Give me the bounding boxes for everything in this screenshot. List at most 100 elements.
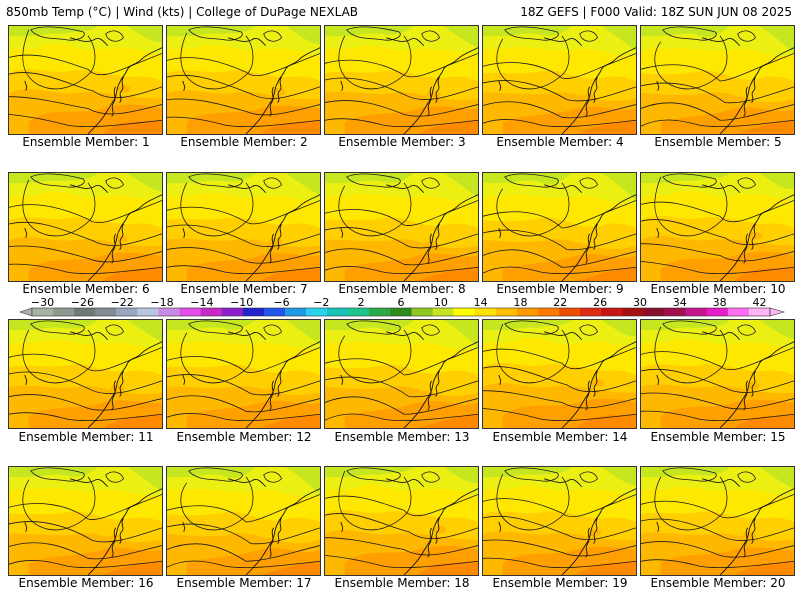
colorbar-swatch	[516, 308, 539, 316]
ensemble-member-label: Ensemble Member: 1	[22, 135, 150, 149]
ensemble-map-3	[324, 25, 479, 135]
colorbar-swatch	[95, 308, 117, 316]
ensemble-map-10	[640, 172, 795, 282]
ensemble-member-label: Ensemble Member: 2	[180, 135, 308, 149]
colorbar-tick-label: −26	[71, 297, 94, 309]
colorbar-tick-label: 30	[633, 297, 647, 309]
colorbar-swatch	[453, 308, 476, 316]
colorbar-swatch	[685, 308, 708, 316]
colorbar-swatch	[53, 308, 75, 316]
colorbar-right-arrow	[769, 307, 786, 317]
colorbar-swatch	[200, 308, 223, 316]
ensemble-map-4	[482, 25, 637, 135]
ensemble-member-label: Ensemble Member: 14	[492, 430, 628, 444]
colorbar-swatch	[580, 308, 602, 316]
colorbar-swatch	[158, 308, 180, 316]
colorbar-swatch	[285, 308, 307, 316]
colorbar-swatch	[748, 308, 771, 316]
colorbar-swatch	[727, 308, 750, 316]
colorbar-swatch	[306, 308, 328, 316]
colorbar-swatch	[74, 308, 96, 316]
colorbar-tick-label: 18	[513, 297, 527, 309]
colorbar-tick-label: 42	[752, 297, 766, 309]
colorbar-tick-label: 26	[593, 297, 607, 309]
ensemble-member-label: Ensemble Member: 6	[22, 282, 150, 296]
ensemble-map-1	[8, 25, 163, 135]
colorbar-tick-label: 38	[713, 297, 727, 309]
colorbar-swatch	[116, 308, 138, 316]
ensemble-map-12	[166, 319, 321, 429]
ensemble-map-16	[8, 466, 163, 576]
colorbar-swatch	[348, 308, 370, 316]
ensemble-map-13	[324, 319, 479, 429]
colorbar-swatch	[137, 308, 159, 316]
colorbar-tick-label: −30	[31, 297, 54, 309]
header-title: 850mb Temp (°C) | Wind (kts) | College o…	[6, 5, 359, 19]
colorbar-swatch	[432, 308, 455, 316]
ensemble-map-7	[166, 172, 321, 282]
colorbar-swatch	[221, 308, 244, 316]
ensemble-member-label: Ensemble Member: 16	[18, 576, 154, 590]
colorbar-tick-label: 6	[398, 297, 405, 309]
ensemble-map-6	[8, 172, 163, 282]
colorbar-swatch	[32, 308, 54, 316]
colorbar-left-arrow	[19, 307, 33, 317]
ensemble-member-label: Ensemble Member: 19	[492, 576, 628, 590]
ensemble-map-11	[8, 319, 163, 429]
ensemble-member-label: Ensemble Member: 10	[650, 282, 786, 296]
colorbar-swatch	[706, 308, 729, 316]
ensemble-map-15	[640, 319, 795, 429]
ensemble-member-label: Ensemble Member: 18	[334, 576, 470, 590]
ensemble-member-label: Ensemble Member: 11	[18, 430, 154, 444]
ensemble-member-label: Ensemble Member: 9	[496, 282, 624, 296]
ensemble-member-label: Ensemble Member: 4	[496, 135, 624, 149]
colorbar-swatch	[474, 308, 497, 316]
ensemble-member-label: Ensemble Member: 15	[650, 430, 786, 444]
colorbar-tick-label: −22	[111, 297, 134, 309]
header-valid-time: 18Z GEFS | F000 Valid: 18Z SUN JUN 08 20…	[520, 5, 792, 19]
colorbar-tick-label: −14	[190, 297, 213, 309]
colorbar-tick-label: 14	[474, 297, 488, 309]
colorbar-swatch	[538, 308, 560, 316]
ensemble-map-19	[482, 466, 637, 576]
ensemble-map-2	[166, 25, 321, 135]
colorbar-tick-label: 10	[434, 297, 448, 309]
ensemble-map-8	[324, 172, 479, 282]
ensemble-map-9	[482, 172, 637, 282]
colorbar-tick-label: −10	[230, 297, 253, 309]
ensemble-member-label: Ensemble Member: 7	[180, 282, 308, 296]
temperature-colorbar: −30 −26 −22 −18 −14 −10 −6 −2 2 6 10 14 18 22 26 30 34 38…	[18, 297, 786, 319]
ensemble-member-label: Ensemble Member: 20	[650, 576, 786, 590]
colorbar-swatch	[622, 308, 644, 316]
ensemble-map-5	[640, 25, 795, 135]
colorbar-swatch	[643, 308, 665, 316]
ensemble-member-label: Ensemble Member: 12	[176, 430, 312, 444]
ensemble-map-18	[324, 466, 479, 576]
ensemble-map-17	[166, 466, 321, 576]
colorbar-outline	[31, 307, 771, 317]
colorbar-swatch	[411, 308, 433, 316]
colorbar-tick-label: 34	[673, 297, 687, 309]
ensemble-member-label: Ensemble Member: 3	[338, 135, 466, 149]
colorbar-swatch	[390, 308, 412, 316]
colorbar-tick-label: −6	[273, 297, 289, 309]
colorbar-tick-label: −18	[150, 297, 173, 309]
ensemble-map-14	[482, 319, 637, 429]
colorbar-swatch	[559, 308, 581, 316]
colorbar-swatch	[327, 308, 349, 316]
ensemble-member-label: Ensemble Member: 8	[338, 282, 466, 296]
colorbar-tick-label: −2	[313, 297, 329, 309]
colorbar-swatch	[369, 308, 391, 316]
colorbar-swatch	[263, 308, 286, 316]
colorbar-tick-label: 22	[553, 297, 567, 309]
colorbar-swatch	[179, 308, 201, 316]
ensemble-member-label: Ensemble Member: 13	[334, 430, 470, 444]
ensemble-member-label: Ensemble Member: 17	[176, 576, 312, 590]
colorbar-tick-label: 2	[358, 297, 365, 309]
colorbar-swatch	[601, 308, 623, 316]
ensemble-map-20	[640, 466, 795, 576]
colorbar-swatch	[242, 308, 265, 316]
colorbar-swatch	[664, 308, 686, 316]
colorbar-swatch	[495, 308, 518, 316]
ensemble-member-label: Ensemble Member: 5	[654, 135, 782, 149]
